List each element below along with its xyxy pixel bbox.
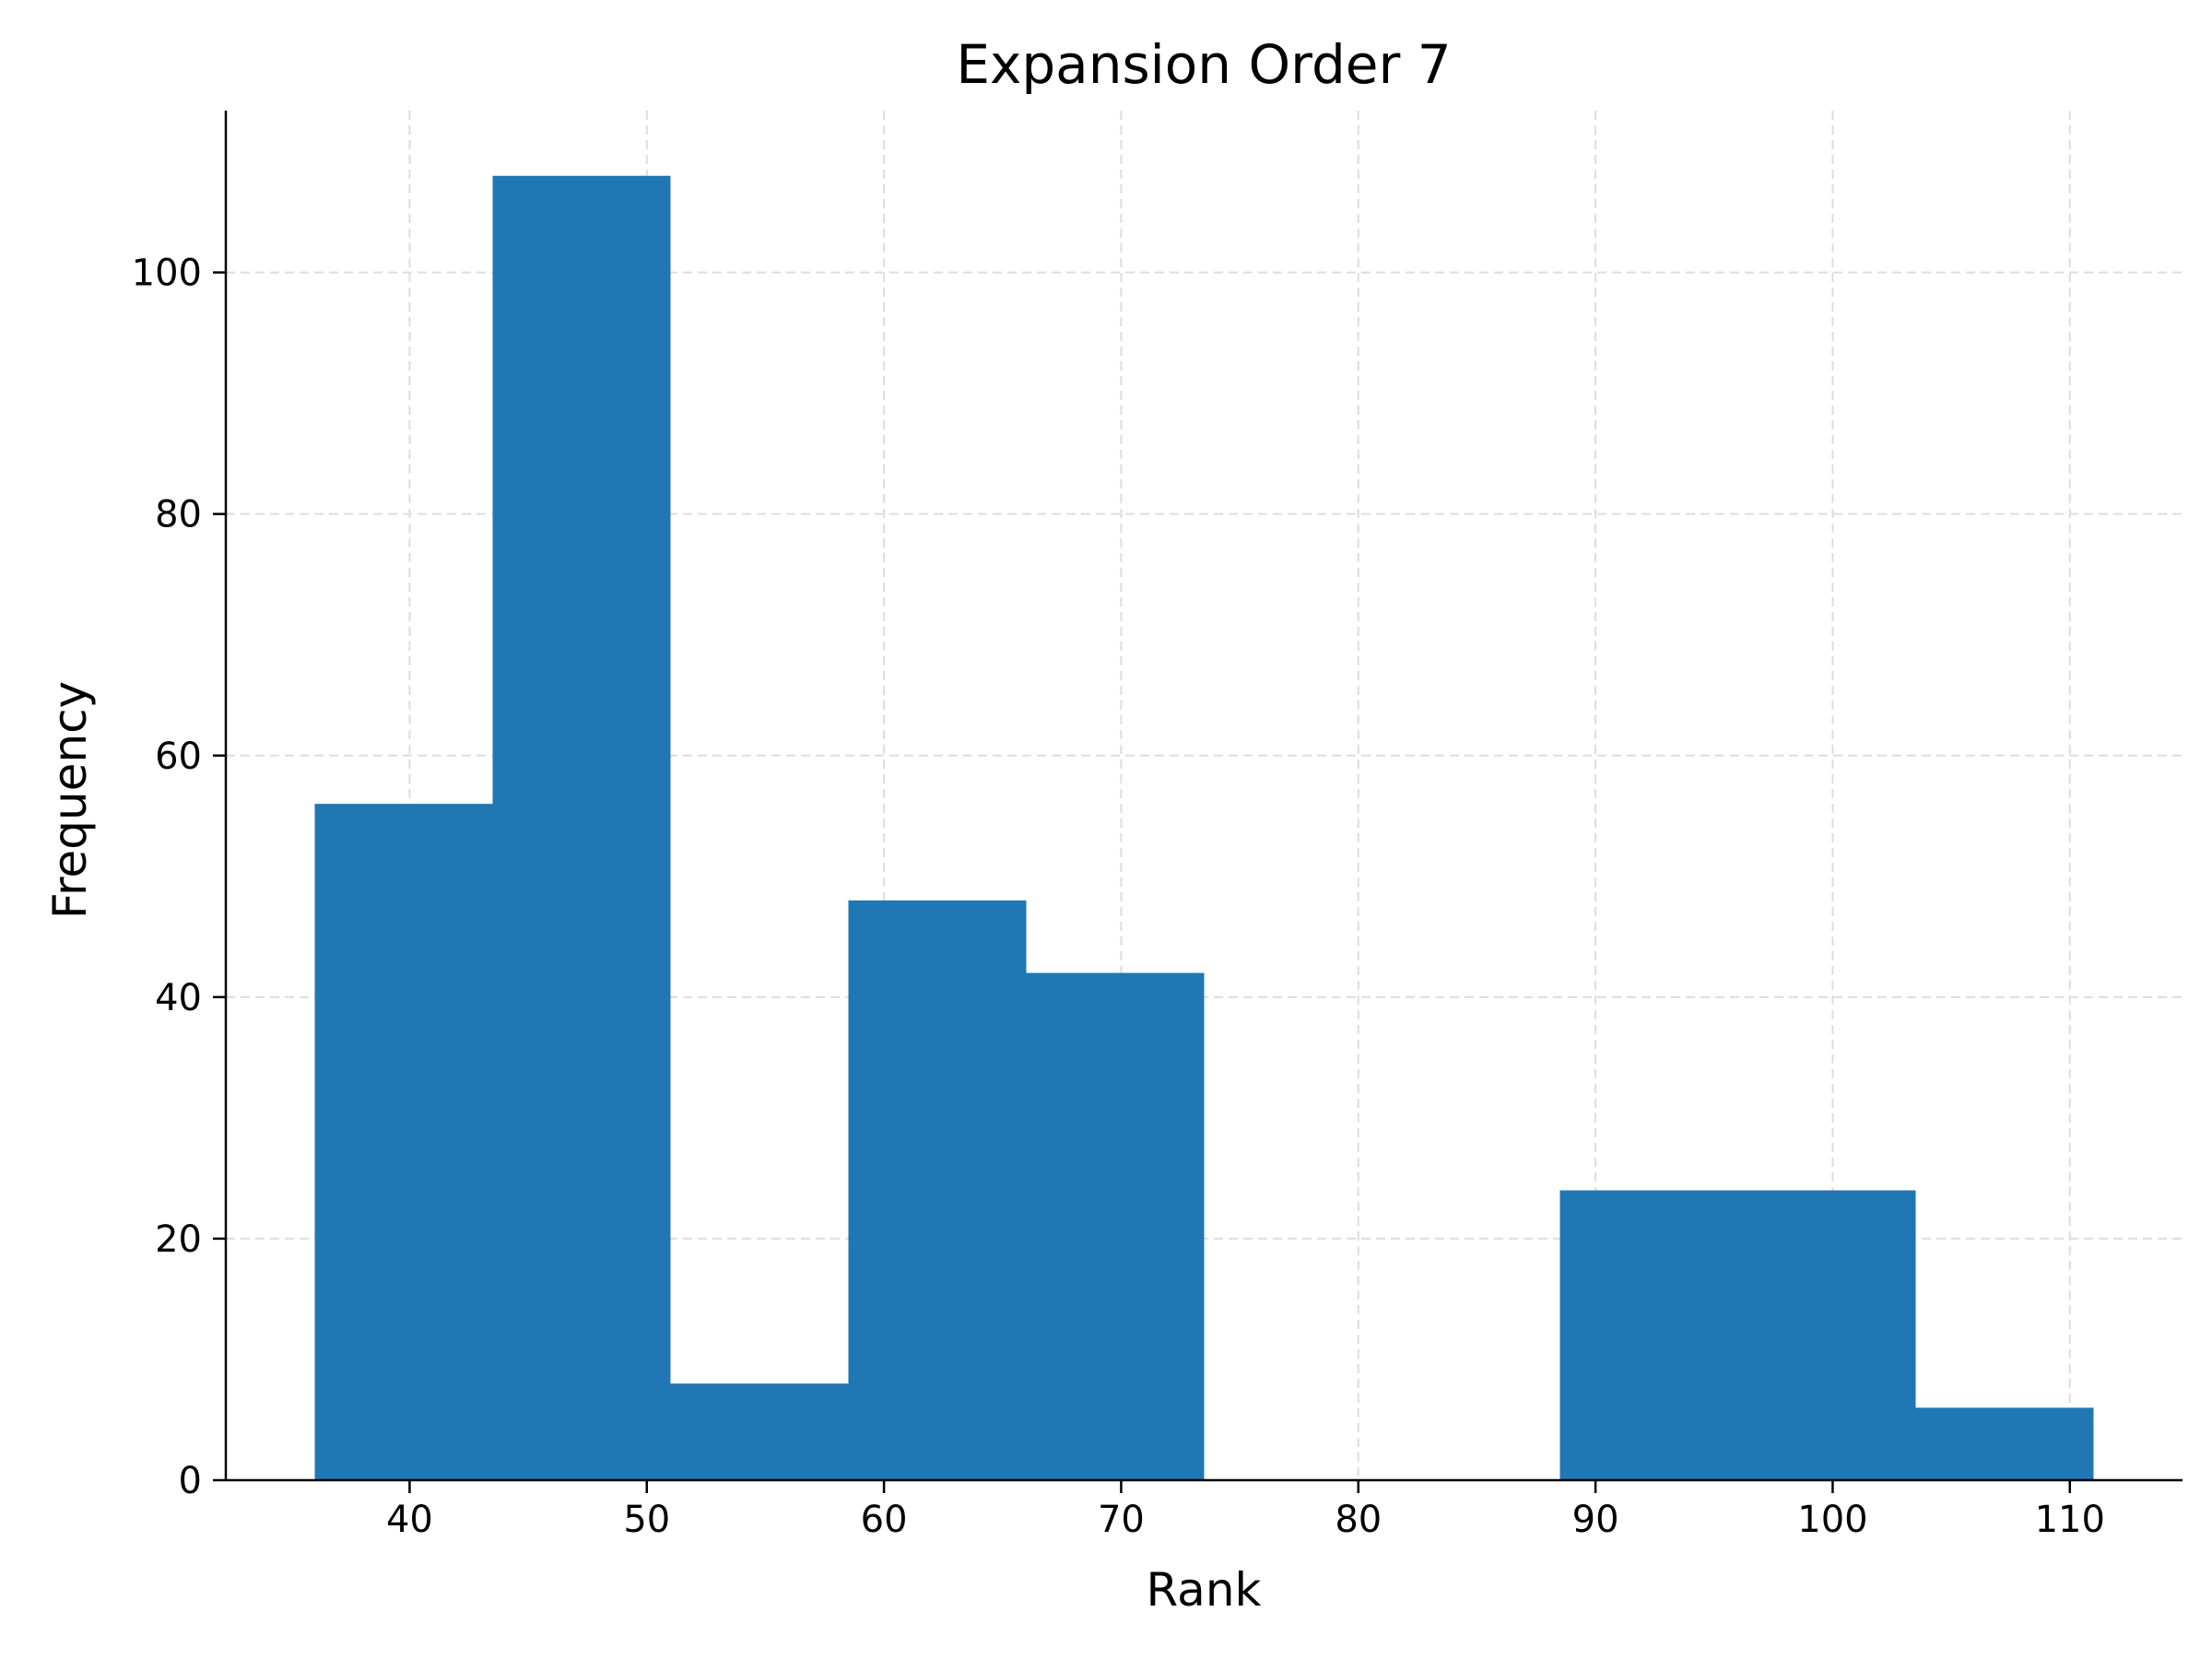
x-tick-label: 90 — [1572, 1499, 1619, 1541]
tick-marks — [213, 271, 2072, 1493]
histogram-bar — [1026, 972, 1205, 1480]
chart-title: Expansion Order 7 — [956, 33, 1451, 96]
histogram-bar — [314, 804, 493, 1480]
y-tick-label: 40 — [155, 977, 202, 1019]
x-tick-label: 80 — [1335, 1499, 1382, 1541]
y-axis-title: Frequency — [43, 681, 97, 919]
histogram-bar — [670, 1383, 849, 1480]
x-axis-title: Rank — [1147, 1563, 1262, 1617]
x-tick-label: 100 — [1797, 1499, 1867, 1541]
y-tick-label: 80 — [155, 494, 202, 536]
y-tick-label: 60 — [155, 735, 202, 778]
histogram-bar — [1915, 1407, 2094, 1480]
histogram-bars — [314, 175, 2094, 1480]
histogram-bar — [1559, 1190, 1738, 1480]
x-tick-label: 70 — [1098, 1499, 1145, 1541]
x-tick-label: 60 — [861, 1499, 908, 1541]
x-tick-label: 110 — [2035, 1499, 2105, 1541]
y-tick-label: 100 — [132, 253, 202, 295]
x-tick-label: 50 — [623, 1499, 670, 1541]
x-tick-label: 40 — [386, 1499, 433, 1541]
axes — [224, 111, 2183, 1482]
histogram-bar — [1737, 1190, 1916, 1480]
histogram-bar — [492, 175, 671, 1480]
y-tick-label: 20 — [155, 1218, 202, 1261]
histogram-bar — [848, 900, 1027, 1480]
y-tick-label: 0 — [179, 1460, 202, 1502]
tick-labels: 40 50 60 70 80 90 100 110 0 20 40 60 80 100 — [132, 253, 2105, 1541]
